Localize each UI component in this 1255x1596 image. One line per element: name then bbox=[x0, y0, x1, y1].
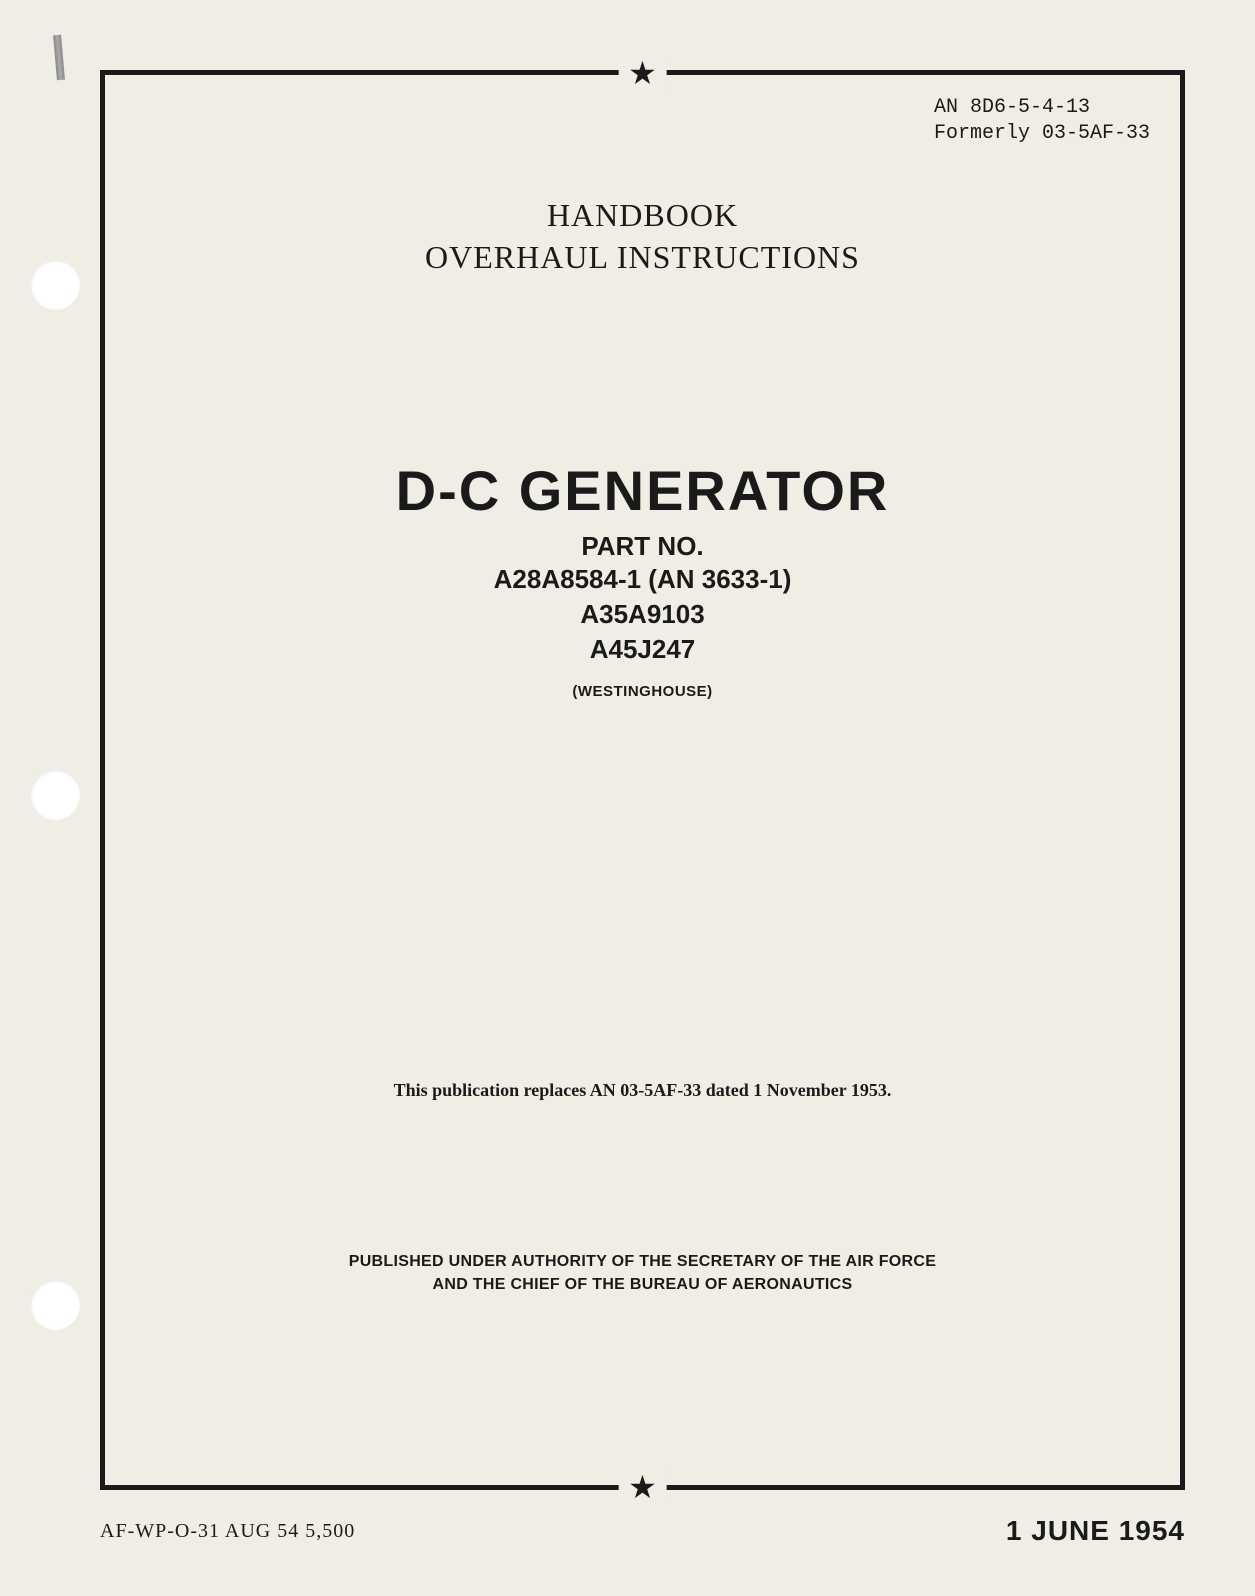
punch-hole bbox=[30, 1280, 80, 1330]
punch-hole bbox=[30, 260, 80, 310]
publication-date: 1 JUNE 1954 bbox=[1006, 1515, 1185, 1547]
main-title: D-C GENERATOR bbox=[105, 458, 1180, 523]
part-number-2: A35A9103 bbox=[105, 597, 1180, 632]
authority-line-2: AND THE CHIEF OF THE BUREAU OF AERONAUTI… bbox=[105, 1274, 1180, 1296]
header-instructions: OVERHAUL INSTRUCTIONS bbox=[105, 237, 1180, 279]
document-border: ★ ★ AN 8D6-5-4-13 Formerly 03-5AF-33 HAN… bbox=[100, 70, 1185, 1490]
punch-hole bbox=[30, 770, 80, 820]
document-number-block: AN 8D6-5-4-13 Formerly 03-5AF-33 bbox=[934, 95, 1150, 147]
document-number-former: Formerly 03-5AF-33 bbox=[934, 121, 1150, 147]
star-icon-top: ★ bbox=[618, 57, 667, 89]
part-number-3: A45J247 bbox=[105, 632, 1180, 667]
manufacturer-label: (WESTINGHOUSE) bbox=[105, 683, 1180, 700]
authority-line-1: PUBLISHED UNDER AUTHORITY OF THE SECRETA… bbox=[105, 1251, 1180, 1273]
document-number-current: AN 8D6-5-4-13 bbox=[934, 95, 1150, 121]
replacement-note: This publication replaces AN 03-5AF-33 d… bbox=[105, 1080, 1180, 1101]
staple-mark bbox=[53, 35, 65, 81]
footer: AF-WP-O-31 AUG 54 5,500 1 JUNE 1954 bbox=[100, 1515, 1185, 1547]
header-section: HANDBOOK OVERHAUL INSTRUCTIONS bbox=[105, 195, 1180, 278]
print-code: AF-WP-O-31 AUG 54 5,500 bbox=[100, 1520, 355, 1543]
authority-statement: PUBLISHED UNDER AUTHORITY OF THE SECRETA… bbox=[105, 1251, 1180, 1296]
title-section: D-C GENERATOR PART NO. A28A8584-1 (AN 36… bbox=[105, 458, 1180, 700]
part-number-label: PART NO. bbox=[105, 531, 1180, 562]
part-number-1: A28A8584-1 (AN 3633-1) bbox=[105, 562, 1180, 597]
star-icon-bottom: ★ bbox=[618, 1471, 667, 1503]
document-page: ★ ★ AN 8D6-5-4-13 Formerly 03-5AF-33 HAN… bbox=[0, 0, 1255, 1596]
header-handbook: HANDBOOK bbox=[105, 195, 1180, 237]
